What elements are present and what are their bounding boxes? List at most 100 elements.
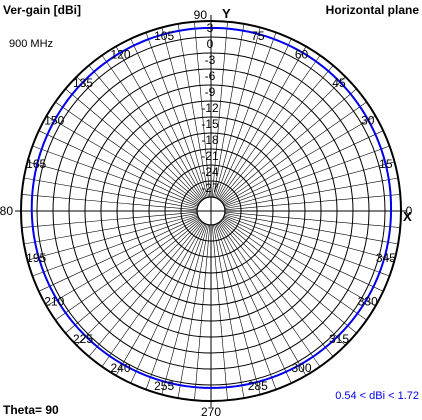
radial-spoke: [221, 88, 357, 203]
angle-tick-label: 0: [406, 204, 413, 218]
radial-spoke: [38, 130, 199, 206]
radial-spoke: [224, 213, 399, 245]
angle-tick-label: 270: [201, 405, 221, 419]
radial-spoke: [224, 177, 399, 209]
radial-tick-label: -9: [205, 85, 216, 99]
radial-spoke: [224, 215, 390, 277]
radial-spoke: [115, 46, 205, 200]
radial-tick-label: -18: [201, 133, 219, 147]
plane-title: Horizontal plane: [326, 3, 420, 17]
radial-spoke: [194, 21, 211, 198]
radial-spoke: [27, 161, 198, 208]
radial-tick-label: -15: [201, 117, 219, 131]
angle-tick-label: 195: [26, 251, 46, 265]
radial-spoke: [224, 161, 395, 208]
angle-tick-label: 180: [0, 204, 13, 218]
x-axis-letter: X: [403, 209, 412, 224]
radial-tick-label: 0: [207, 37, 214, 51]
angle-tick-label: 345: [376, 251, 396, 265]
radial-spoke: [220, 76, 346, 202]
radial-spoke: [130, 38, 206, 199]
radial-spoke: [222, 101, 367, 204]
radial-spoke: [88, 65, 203, 201]
radial-spoke: [223, 216, 384, 292]
radial-tick-label: -6: [205, 69, 216, 83]
radial-spoke: [76, 76, 202, 202]
radial-spoke: [194, 224, 211, 401]
radial-spoke: [218, 55, 321, 200]
angle-tick-label: 285: [248, 379, 268, 393]
radial-spoke: [32, 145, 198, 207]
angle-tick-label: 300: [291, 361, 311, 375]
radial-spoke: [215, 32, 277, 198]
polar-grid: [15, 15, 407, 407]
radial-spoke: [217, 46, 307, 200]
radial-spoke: [219, 221, 334, 357]
radial-spoke: [222, 218, 367, 321]
angle-tick-label: 240: [110, 361, 130, 375]
angle-tick-label: 330: [358, 295, 378, 309]
gain-range-label: 0.54 < dBi < 1.72: [335, 390, 419, 402]
angle-tick-label: 75: [251, 29, 265, 43]
radial-spoke: [218, 222, 321, 367]
radial-spoke: [223, 130, 384, 206]
theta-label: Theta= 90: [3, 403, 59, 417]
angle-tick-label: 150: [44, 114, 64, 128]
radial-spoke: [145, 224, 207, 390]
radial-spoke: [23, 177, 198, 209]
radial-spoke: [216, 223, 292, 384]
angle-tick-label: 60: [295, 47, 309, 61]
radial-spoke: [215, 224, 277, 390]
radial-spoke: [55, 218, 200, 321]
angle-tick-label: 15: [379, 157, 393, 171]
angle-tick-label: 210: [44, 295, 64, 309]
radial-spoke: [145, 32, 207, 198]
vertical-gain-title: Ver-gain [dBi]: [3, 3, 81, 17]
radial-spoke: [32, 215, 198, 277]
angle-tick-label: 255: [154, 379, 174, 393]
angle-tick-label: 105: [154, 29, 174, 43]
radial-spoke: [55, 101, 200, 204]
radial-spoke: [101, 222, 204, 367]
radial-spoke: [211, 224, 228, 401]
radial-spoke: [161, 224, 208, 395]
radial-spoke: [221, 219, 357, 334]
angle-tick-label: 315: [329, 332, 349, 346]
radial-spoke: [46, 217, 200, 307]
radial-tick-label: -12: [201, 101, 219, 115]
radial-spoke: [219, 65, 334, 201]
radial-spoke: [177, 23, 209, 198]
radial-spoke: [222, 115, 376, 205]
angle-tick-label: 135: [73, 76, 93, 90]
radial-spoke: [214, 27, 261, 198]
gain-trace: [30, 26, 393, 389]
radial-spoke: [214, 224, 261, 395]
radial-spoke: [224, 214, 395, 261]
radial-spoke: [76, 220, 202, 346]
radial-tick-label: 3: [207, 21, 214, 35]
angle-tick-label: 45: [332, 76, 346, 90]
radial-spoke: [224, 194, 401, 211]
radial-spoke: [217, 222, 307, 376]
radial-spoke: [101, 55, 204, 200]
angle-tick-label: 90: [194, 8, 208, 22]
radial-spoke: [130, 223, 206, 384]
radial-spoke: [65, 219, 201, 334]
angle-tick-label: 165: [26, 157, 46, 171]
radial-spoke: [177, 224, 209, 399]
radial-spoke: [115, 222, 205, 376]
radial-tick-label: -24: [201, 165, 219, 179]
gain-trace-line: [30, 26, 393, 389]
radial-spoke: [65, 88, 201, 203]
y-axis-letter: Y: [222, 6, 231, 21]
angle-tick-label: 30: [361, 114, 375, 128]
radial-spoke: [38, 216, 199, 292]
radial-spoke: [161, 27, 208, 198]
radial-spoke: [21, 211, 198, 228]
radial-tick-label: -3: [205, 53, 216, 67]
radial-spoke: [21, 194, 198, 211]
radial-tick-label: -21: [201, 149, 219, 163]
frequency-label: 900 MHz: [9, 38, 53, 50]
radial-spoke: [46, 115, 200, 205]
